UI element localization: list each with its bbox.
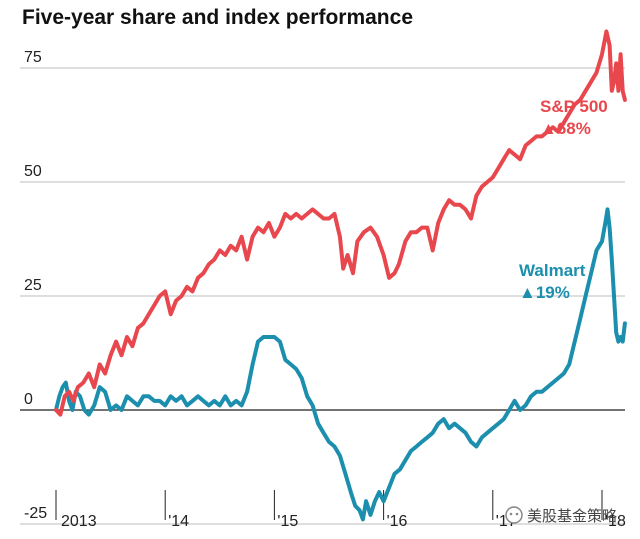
y-tick-label: -25 [24, 505, 47, 522]
watermark: 美股基金策略 [505, 506, 617, 525]
y-tick-label: 75 [24, 49, 42, 66]
sp500-change: ▲68% [540, 119, 591, 138]
series-line-sp500 [54, 29, 627, 417]
x-tick-label: '16 [387, 513, 408, 530]
x-tick-label: '15 [277, 513, 298, 530]
wechat-icon [505, 506, 523, 524]
y-tick-label: 50 [24, 163, 42, 180]
walmart-change: ▲19% [519, 283, 570, 302]
watermark-text: 美股基金策略 [527, 507, 617, 525]
series-line-walmart [54, 207, 627, 522]
x-tick-label: 2013 [61, 513, 97, 530]
x-tick-label: '18 [605, 513, 626, 530]
sp500-label: S&P 500 [540, 97, 608, 116]
x-tick-label: '14 [168, 513, 189, 530]
y-tick-label: 25 [24, 277, 42, 294]
walmart-label: Walmart [519, 261, 586, 280]
y-tick-label: 0 [24, 391, 33, 408]
series-lines [54, 29, 627, 522]
chart-title: Five-year share and index performance [22, 6, 413, 29]
